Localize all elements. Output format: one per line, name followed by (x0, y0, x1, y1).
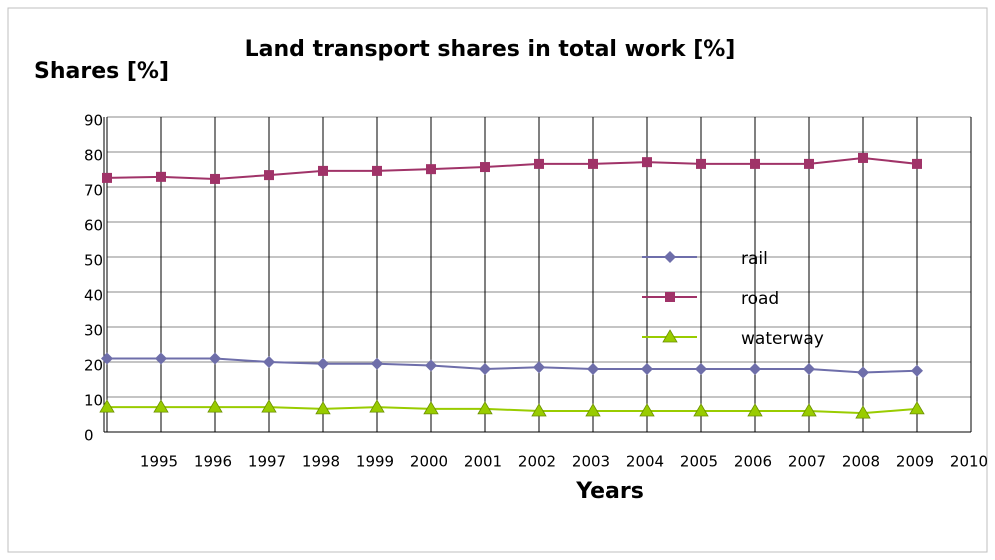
data-point (534, 158, 544, 169)
x-tick-label: 1995 (140, 453, 178, 471)
data-point (911, 364, 923, 377)
x-tick-label: 1998 (302, 453, 340, 471)
data-point (99, 399, 115, 413)
data-point (587, 363, 599, 375)
legend-label: waterway (741, 329, 824, 349)
y-tick-label: 10 (84, 392, 103, 410)
data-point (531, 403, 547, 417)
data-point (639, 403, 655, 417)
series-line (107, 406, 918, 415)
chart-frame (7, 7, 988, 553)
y-tick-label: 0 (84, 427, 94, 445)
x-tick-label: 2002 (518, 453, 556, 471)
y-tick-label: 90 (84, 112, 103, 130)
data-point (102, 172, 112, 183)
data-point (371, 357, 383, 370)
legend-marker (665, 292, 675, 302)
x-tick-label: 2003 (572, 453, 610, 471)
y-tick-label: 20 (84, 357, 103, 375)
y-tick-label: 80 (84, 147, 103, 165)
legend-marker (664, 251, 676, 263)
data-point (857, 366, 869, 379)
data-point (533, 361, 545, 374)
x-tick-label: 2010 (950, 453, 988, 471)
data-point (696, 158, 706, 169)
data-point (747, 403, 763, 417)
legend-label: road (741, 289, 779, 309)
data-point (425, 359, 437, 372)
y-tick-label: 60 (84, 217, 103, 235)
data-point (477, 401, 493, 415)
data-point (801, 403, 817, 417)
data-point (693, 403, 709, 417)
data-point (749, 363, 761, 375)
data-point (155, 352, 167, 365)
series-line (106, 156, 918, 180)
data-point (855, 405, 871, 419)
x-tick-label: 2000 (410, 453, 448, 471)
data-point (209, 352, 221, 365)
data-point (101, 352, 113, 365)
data-point (803, 363, 815, 375)
data-point (479, 363, 491, 375)
y-tick-label: 70 (84, 182, 103, 200)
x-axis-title: Years (575, 479, 644, 504)
legend-label: rail (741, 249, 768, 269)
x-tick-label: 1999 (356, 453, 394, 471)
data-point (318, 165, 328, 176)
data-point (263, 356, 275, 368)
x-tick-label: 2007 (788, 453, 826, 471)
y-tick-label: 50 (84, 252, 103, 270)
data-point (695, 363, 707, 375)
x-tick-label: 2001 (464, 453, 502, 471)
x-tick-label: 2004 (626, 453, 664, 471)
data-point (804, 158, 814, 169)
data-point (641, 363, 653, 375)
data-point (372, 165, 382, 176)
y-tick-label: 40 (84, 287, 103, 305)
x-tick-label: 2005 (680, 453, 718, 471)
data-point (261, 399, 277, 413)
data-point (317, 357, 329, 370)
data-point (315, 401, 331, 415)
data-point (642, 157, 652, 168)
y-tick-label: 30 (84, 322, 103, 340)
data-point (858, 152, 868, 163)
data-point (264, 170, 274, 181)
data-point (909, 401, 925, 415)
data-point (153, 399, 169, 413)
data-point (750, 158, 760, 169)
data-point (207, 399, 223, 413)
x-tick-label: 2006 (734, 453, 772, 471)
data-point (426, 164, 436, 175)
data-point (588, 158, 598, 169)
legend-marker (662, 329, 678, 343)
data-point (423, 401, 439, 415)
y-axis-title: Shares [%] (34, 59, 169, 84)
data-point (585, 403, 601, 417)
series-line (107, 357, 918, 374)
x-tick-label: 2009 (896, 453, 934, 471)
x-tick-label: 1996 (194, 453, 232, 471)
data-point (480, 162, 490, 173)
data-point (156, 171, 166, 182)
chart-title: Land transport shares in total work [%] (245, 37, 736, 62)
data-point (912, 158, 922, 169)
x-tick-label: 1997 (248, 453, 286, 471)
data-point (369, 399, 385, 413)
data-point (210, 173, 220, 184)
x-tick-label: 2008 (842, 453, 880, 471)
